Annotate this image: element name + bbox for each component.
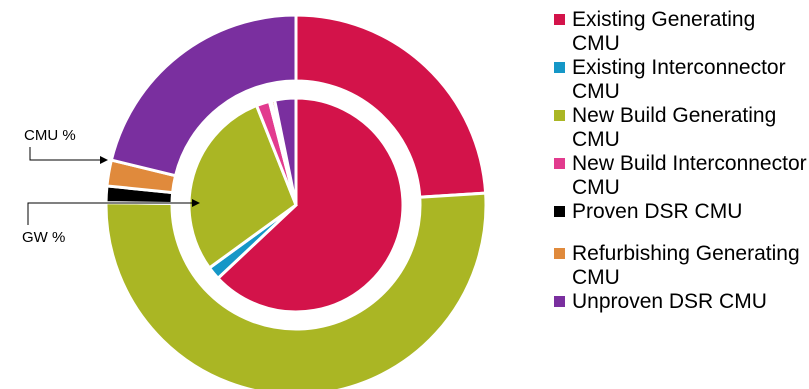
outer-ring-label: CMU % <box>24 127 76 144</box>
legend-item: Unproven DSR CMU <box>552 290 807 314</box>
legend-swatch <box>554 62 565 73</box>
legend-item: New Build Interconnector CMU <box>552 152 807 200</box>
inner-slice <box>187 103 298 270</box>
inner-slice <box>272 96 298 206</box>
legend-label: New Build Generating CMU <box>572 104 777 151</box>
legend-swatch <box>554 110 565 121</box>
callout-cmu: CMU % <box>24 127 108 164</box>
legend-label: Proven DSR CMU <box>572 200 743 223</box>
outer-slice <box>104 191 488 389</box>
inner-slice <box>215 96 405 314</box>
legend-swatch <box>554 206 565 217</box>
legend: Existing Generating CMU Existing Interco… <box>552 8 807 314</box>
legend-item: Existing Generating CMU <box>552 8 807 56</box>
legend-item: Existing Interconnector CMU <box>552 56 807 104</box>
legend-swatch <box>554 296 565 307</box>
legend-label: Refurbishing Generating CMU <box>572 242 800 289</box>
inner-ring-gw <box>187 96 405 314</box>
legend-swatch <box>554 158 565 169</box>
legend-swatch <box>554 248 565 259</box>
outer-ring-cmu <box>104 13 488 389</box>
callout-gw: GW % <box>22 199 200 246</box>
inner-ring-label: GW % <box>22 229 65 246</box>
legend-label: Existing Interconnector CMU <box>572 56 786 103</box>
outer-slice <box>109 13 298 178</box>
donut-chart: CMU % GW % <box>22 13 488 389</box>
legend-item: Refurbishing Generating CMU <box>552 242 807 290</box>
legend-label: New Build Interconnector CMU <box>572 152 807 199</box>
legend-label: Unproven DSR CMU <box>572 290 767 313</box>
legend-item: Proven DSR CMU <box>552 200 807 224</box>
legend-swatch <box>554 14 565 25</box>
legend-item: New Build Generating CMU <box>552 104 807 152</box>
legend-label: Existing Generating CMU <box>572 8 756 55</box>
